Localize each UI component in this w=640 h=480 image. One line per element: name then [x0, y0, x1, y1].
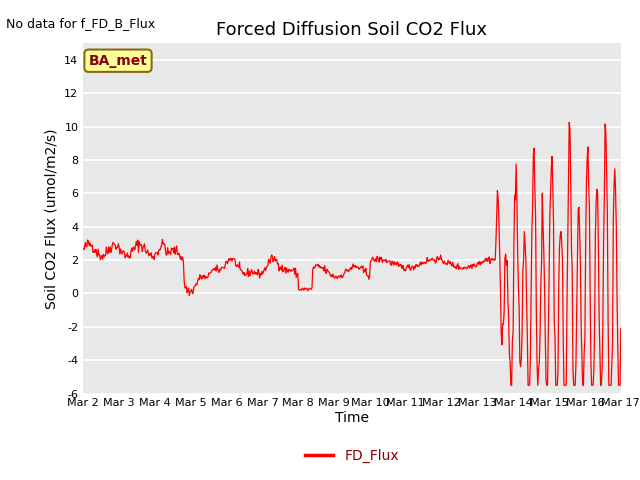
Y-axis label: Soil CO2 Flux (umol/m2/s): Soil CO2 Flux (umol/m2/s): [45, 128, 59, 309]
Text: BA_met: BA_met: [88, 54, 147, 68]
FD_Flux: [417, 262, 425, 268]
FD_Flux: [617, 325, 625, 331]
Text: No data for f_FD_B_Flux: No data for f_FD_B_Flux: [6, 17, 156, 30]
X-axis label: Time: Time: [335, 411, 369, 425]
Title: Forced Diffusion Soil CO2 Flux: Forced Diffusion Soil CO2 Flux: [216, 21, 488, 39]
FD_Flux: [145, 250, 152, 255]
FD_Flux: [199, 276, 207, 281]
FD_Flux: [227, 256, 235, 262]
FD_Flux: [79, 246, 87, 252]
Line: FD_Flux: FD_Flux: [83, 122, 621, 385]
FD_Flux: [89, 249, 97, 255]
FD_Flux: [433, 254, 441, 260]
FD_Flux: [565, 120, 573, 125]
FD_Flux: [507, 383, 515, 388]
Legend: FD_Flux: FD_Flux: [300, 443, 404, 468]
